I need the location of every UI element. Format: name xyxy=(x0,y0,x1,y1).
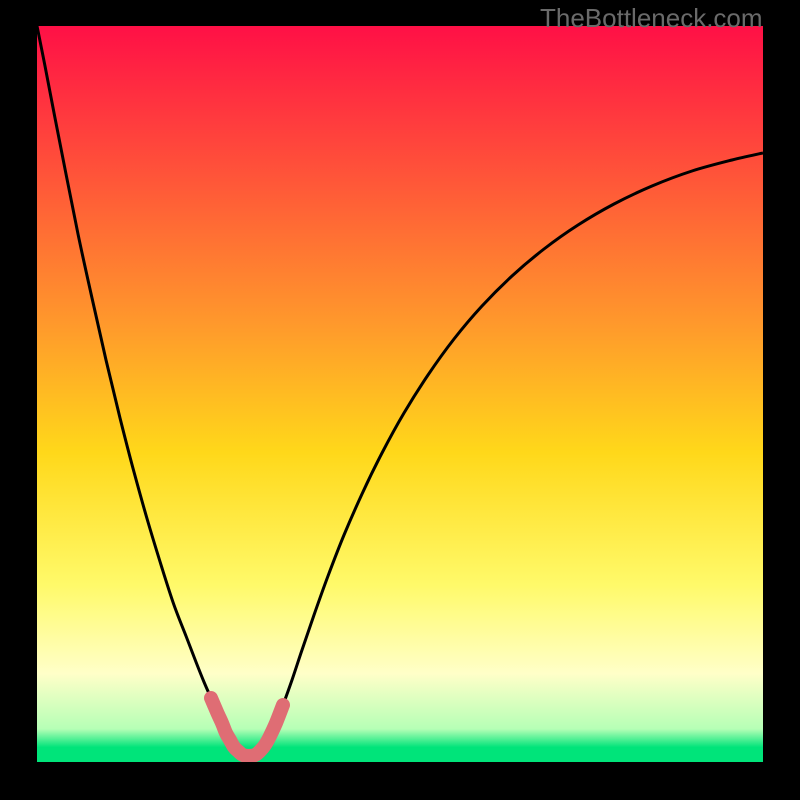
frame-left xyxy=(0,26,37,762)
gradient-background xyxy=(37,26,763,762)
frame-bottom xyxy=(0,762,800,800)
watermark-text: TheBottleneck.com xyxy=(540,3,763,34)
frame-right xyxy=(763,26,800,762)
chart-svg xyxy=(0,0,800,800)
